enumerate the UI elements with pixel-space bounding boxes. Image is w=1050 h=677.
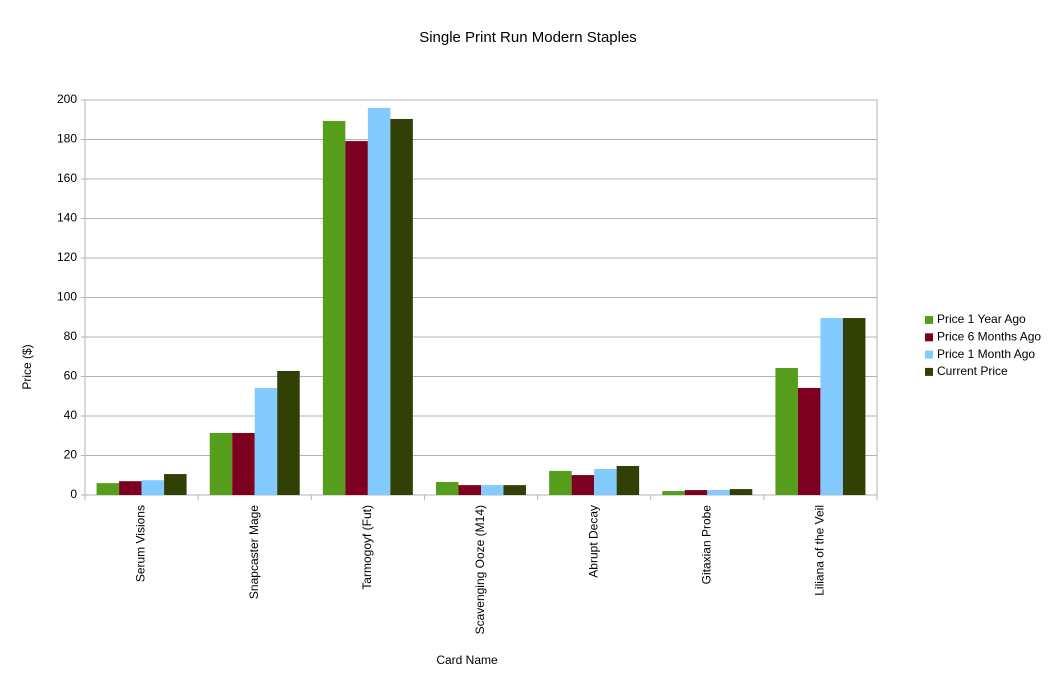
bar [119, 481, 142, 495]
bar [707, 490, 730, 495]
bar [616, 465, 640, 495]
bar [209, 432, 233, 495]
legend-label: Current Price [937, 364, 1008, 378]
bar [684, 490, 708, 495]
y-axis-title: Price ($) [20, 344, 34, 389]
x-tick-label: Tarmogoyf (Fut) [360, 505, 374, 590]
bar [254, 387, 278, 495]
x-tick-label: Liliana of the Veil [813, 505, 827, 596]
y-tick-label: 160 [57, 171, 77, 185]
bar [458, 485, 481, 495]
bar [345, 141, 368, 495]
y-tick-label: 200 [57, 92, 77, 106]
x-axis-title: Card Name [436, 653, 498, 667]
chart-title: Single Print Run Modern Staples [419, 29, 637, 46]
x-tick-label: Scavenging Ooze (M14) [473, 505, 487, 634]
bar [481, 485, 504, 495]
bar [390, 118, 413, 496]
bar [549, 470, 572, 495]
bar [141, 480, 165, 495]
bar [367, 107, 391, 496]
bar [797, 387, 821, 495]
y-tick-label: 120 [57, 250, 77, 264]
legend-swatch [925, 333, 933, 342]
y-tick-label: 140 [57, 211, 77, 225]
bar [232, 432, 255, 495]
legend-label: Price 6 Months Ago [937, 329, 1041, 343]
bar [96, 483, 120, 495]
y-tick-label: 100 [57, 290, 77, 304]
y-tick-label: 60 [64, 369, 78, 383]
bar [322, 120, 346, 495]
x-tick-label: Snapcaster Mage [247, 505, 261, 599]
bar [775, 368, 798, 495]
y-tick-label: 40 [64, 408, 78, 422]
legend-swatch [925, 316, 933, 324]
x-tick-label: Abrupt Decay [586, 505, 600, 578]
bar [436, 481, 459, 495]
bar [820, 318, 843, 495]
y-tick-label: 0 [70, 487, 77, 501]
legend-swatch [925, 367, 933, 376]
bar [729, 489, 753, 495]
legend-label: Price 1 Month Ago [937, 347, 1035, 361]
bar [842, 318, 866, 495]
bar [594, 468, 617, 495]
y-tick-label: 180 [57, 132, 77, 146]
bar [571, 475, 595, 495]
y-tick-label: 80 [64, 329, 78, 343]
x-tick-label: Gitaxian Probe [699, 505, 713, 585]
legend-swatch [925, 350, 933, 359]
x-tick-label: Serum Visions [134, 505, 148, 582]
y-tick-label: 20 [64, 448, 78, 462]
bar [503, 485, 526, 495]
bar [277, 370, 300, 495]
bar [164, 474, 187, 495]
bar [662, 491, 685, 495]
legend-label: Price 1 Year Ago [937, 312, 1026, 326]
